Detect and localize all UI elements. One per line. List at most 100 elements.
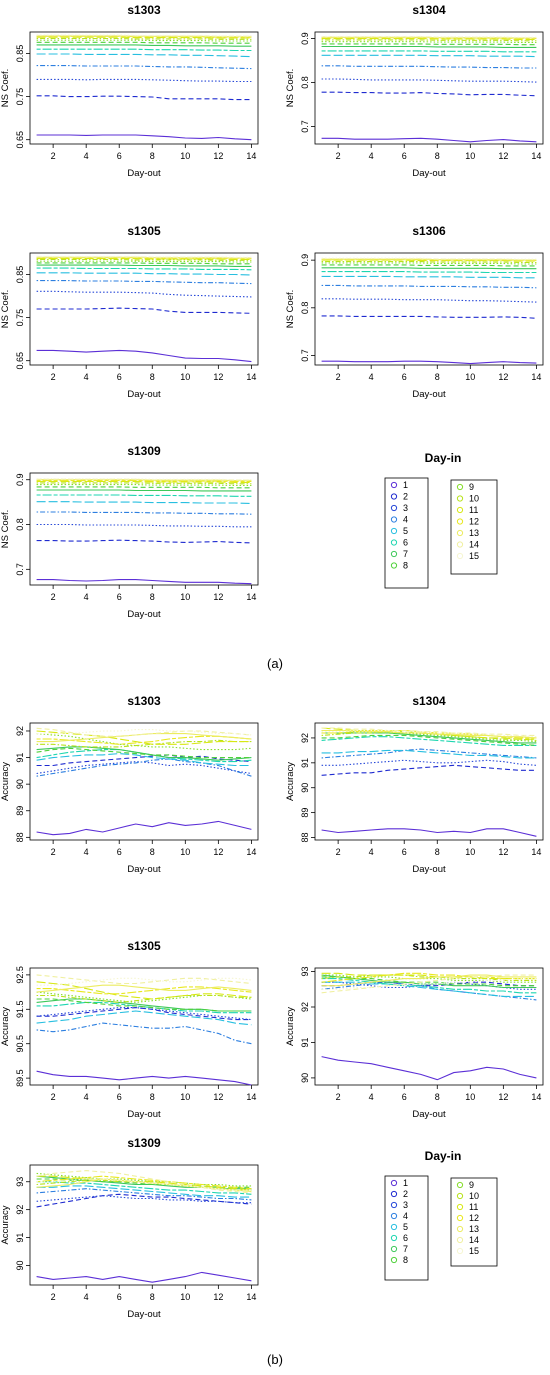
series-line-5 (36, 272, 252, 276)
series-line-3 (321, 759, 537, 766)
x-tick-label: 8 (150, 1092, 155, 1102)
plot-frame (29, 1164, 259, 1286)
x-tick-label: 6 (402, 372, 407, 382)
series-line-1 (321, 137, 537, 143)
series-line-6 (321, 978, 537, 994)
y-tick-label: 0.85 (15, 266, 25, 284)
series-line-8 (321, 734, 537, 746)
y-axis-label: Accuracy (0, 1205, 11, 1244)
legend-marker-13 (456, 1225, 464, 1233)
y-tick-label: 92 (15, 726, 25, 736)
x-tick-label: 4 (369, 1092, 374, 1102)
chart-s1305-2: s1305 2 4 6 8 10 12 14 0.65 0.75 0.85 Day-out NS Coe… (0, 224, 259, 400)
legend-label-7: 7 (403, 549, 408, 559)
series-line-13 (36, 984, 252, 993)
chart-s1306-8: s1306 2 4 6 8 10 12 14 90 91 92 93 Day-out Accuracy (285, 939, 544, 1120)
series-line-11 (36, 1175, 252, 1191)
y-tick-label: 0.65 (15, 352, 25, 370)
series-line-2 (321, 315, 537, 319)
series-line-3 (36, 78, 252, 83)
series-line-10 (321, 731, 537, 741)
legend-marker-8 (390, 1256, 398, 1264)
legend-marker-1 (390, 1179, 398, 1187)
x-tick-label: 12 (498, 1092, 508, 1102)
series-line-1 (321, 1056, 537, 1081)
x-tick-label: 6 (117, 1092, 122, 1102)
x-tick-label: 14 (531, 1092, 541, 1102)
legend-label-8: 8 (403, 1255, 408, 1265)
y-tick-label: 93 (300, 967, 310, 977)
x-tick-label: 12 (213, 151, 223, 161)
series-line-4 (36, 1188, 252, 1201)
series-line-7 (36, 44, 252, 47)
x-tick-label: 6 (117, 1292, 122, 1302)
x-tick-label: 2 (336, 372, 341, 382)
series-line-13 (321, 974, 537, 987)
series-line-10 (321, 261, 537, 264)
series-line-4 (321, 981, 537, 1001)
series-line-15 (36, 255, 252, 258)
series-line-2 (36, 539, 252, 544)
series-line-3 (321, 78, 537, 83)
series-line-5 (36, 53, 252, 58)
series-line-7 (36, 264, 252, 267)
series-line-5 (36, 753, 252, 767)
legend-label-3: 3 (403, 503, 408, 513)
plot-frame (29, 967, 259, 1086)
y-tick-label: 0.8 (15, 518, 25, 531)
legend-label-14: 14 (469, 540, 479, 550)
legend-marker-2 (390, 1190, 398, 1198)
y-tick-label: 90 (15, 1260, 25, 1270)
y-tick-label: 92 (300, 733, 310, 743)
legend-marker-4 (390, 516, 398, 523)
series-line-1 (36, 820, 252, 836)
legend-label-1: 1 (403, 480, 408, 490)
x-axis-label: Day-out (127, 864, 161, 875)
legend-marker-15 (456, 552, 464, 560)
series-line-4 (36, 511, 252, 515)
x-tick-label: 4 (369, 847, 374, 857)
x-tick-label: 12 (498, 847, 508, 857)
x-tick-label: 12 (213, 847, 223, 857)
series-line-5 (321, 54, 537, 58)
plot-frame (314, 722, 544, 841)
y-tick-label: 91 (300, 1037, 310, 1047)
legend-marker-10 (456, 495, 464, 502)
legend-label-6: 6 (403, 1233, 408, 1243)
x-axis-label: Day-out (127, 168, 161, 179)
x-tick-label: 4 (84, 151, 89, 161)
series-line-14 (36, 727, 252, 737)
legend-marker-14 (456, 541, 464, 548)
legend-marker-11 (456, 1203, 464, 1211)
y-tick-label: 91.5 (15, 1001, 25, 1019)
legend-label-15: 15 (469, 1246, 479, 1256)
x-tick-label: 6 (402, 151, 407, 161)
x-axis-label: Day-out (127, 1109, 161, 1120)
legend-label-1: 1 (403, 1178, 408, 1188)
y-tick-label: 90 (300, 783, 310, 793)
x-tick-label: 8 (150, 151, 155, 161)
series-line-4 (321, 284, 537, 289)
series-line-1 (36, 134, 252, 141)
chart-title: s1303 (127, 694, 161, 708)
series-line-6 (36, 267, 252, 271)
x-tick-label: 14 (531, 151, 541, 161)
x-tick-label: 12 (213, 372, 223, 382)
series-line-2 (36, 307, 252, 314)
series-line-7 (36, 746, 252, 761)
series-line-6 (321, 736, 537, 746)
y-tick-label: 92 (300, 1002, 310, 1012)
legend-marker-6 (390, 539, 398, 546)
chart-s1306-3: s1306 2 4 6 8 10 12 14 0.7 0.8 0.9 Day-out NS Coef. (285, 224, 544, 400)
legend-marker-11 (456, 506, 464, 514)
chart-title: s1304 (412, 694, 446, 708)
series-line-6 (36, 1001, 252, 1014)
x-tick-label: 2 (336, 151, 341, 161)
legend-marker-7 (390, 550, 398, 558)
series-line-15 (36, 478, 252, 481)
y-tick-label: 89 (15, 806, 25, 816)
series-line-11 (36, 730, 252, 745)
series-line-4 (321, 748, 537, 759)
series-line-7 (36, 489, 252, 492)
